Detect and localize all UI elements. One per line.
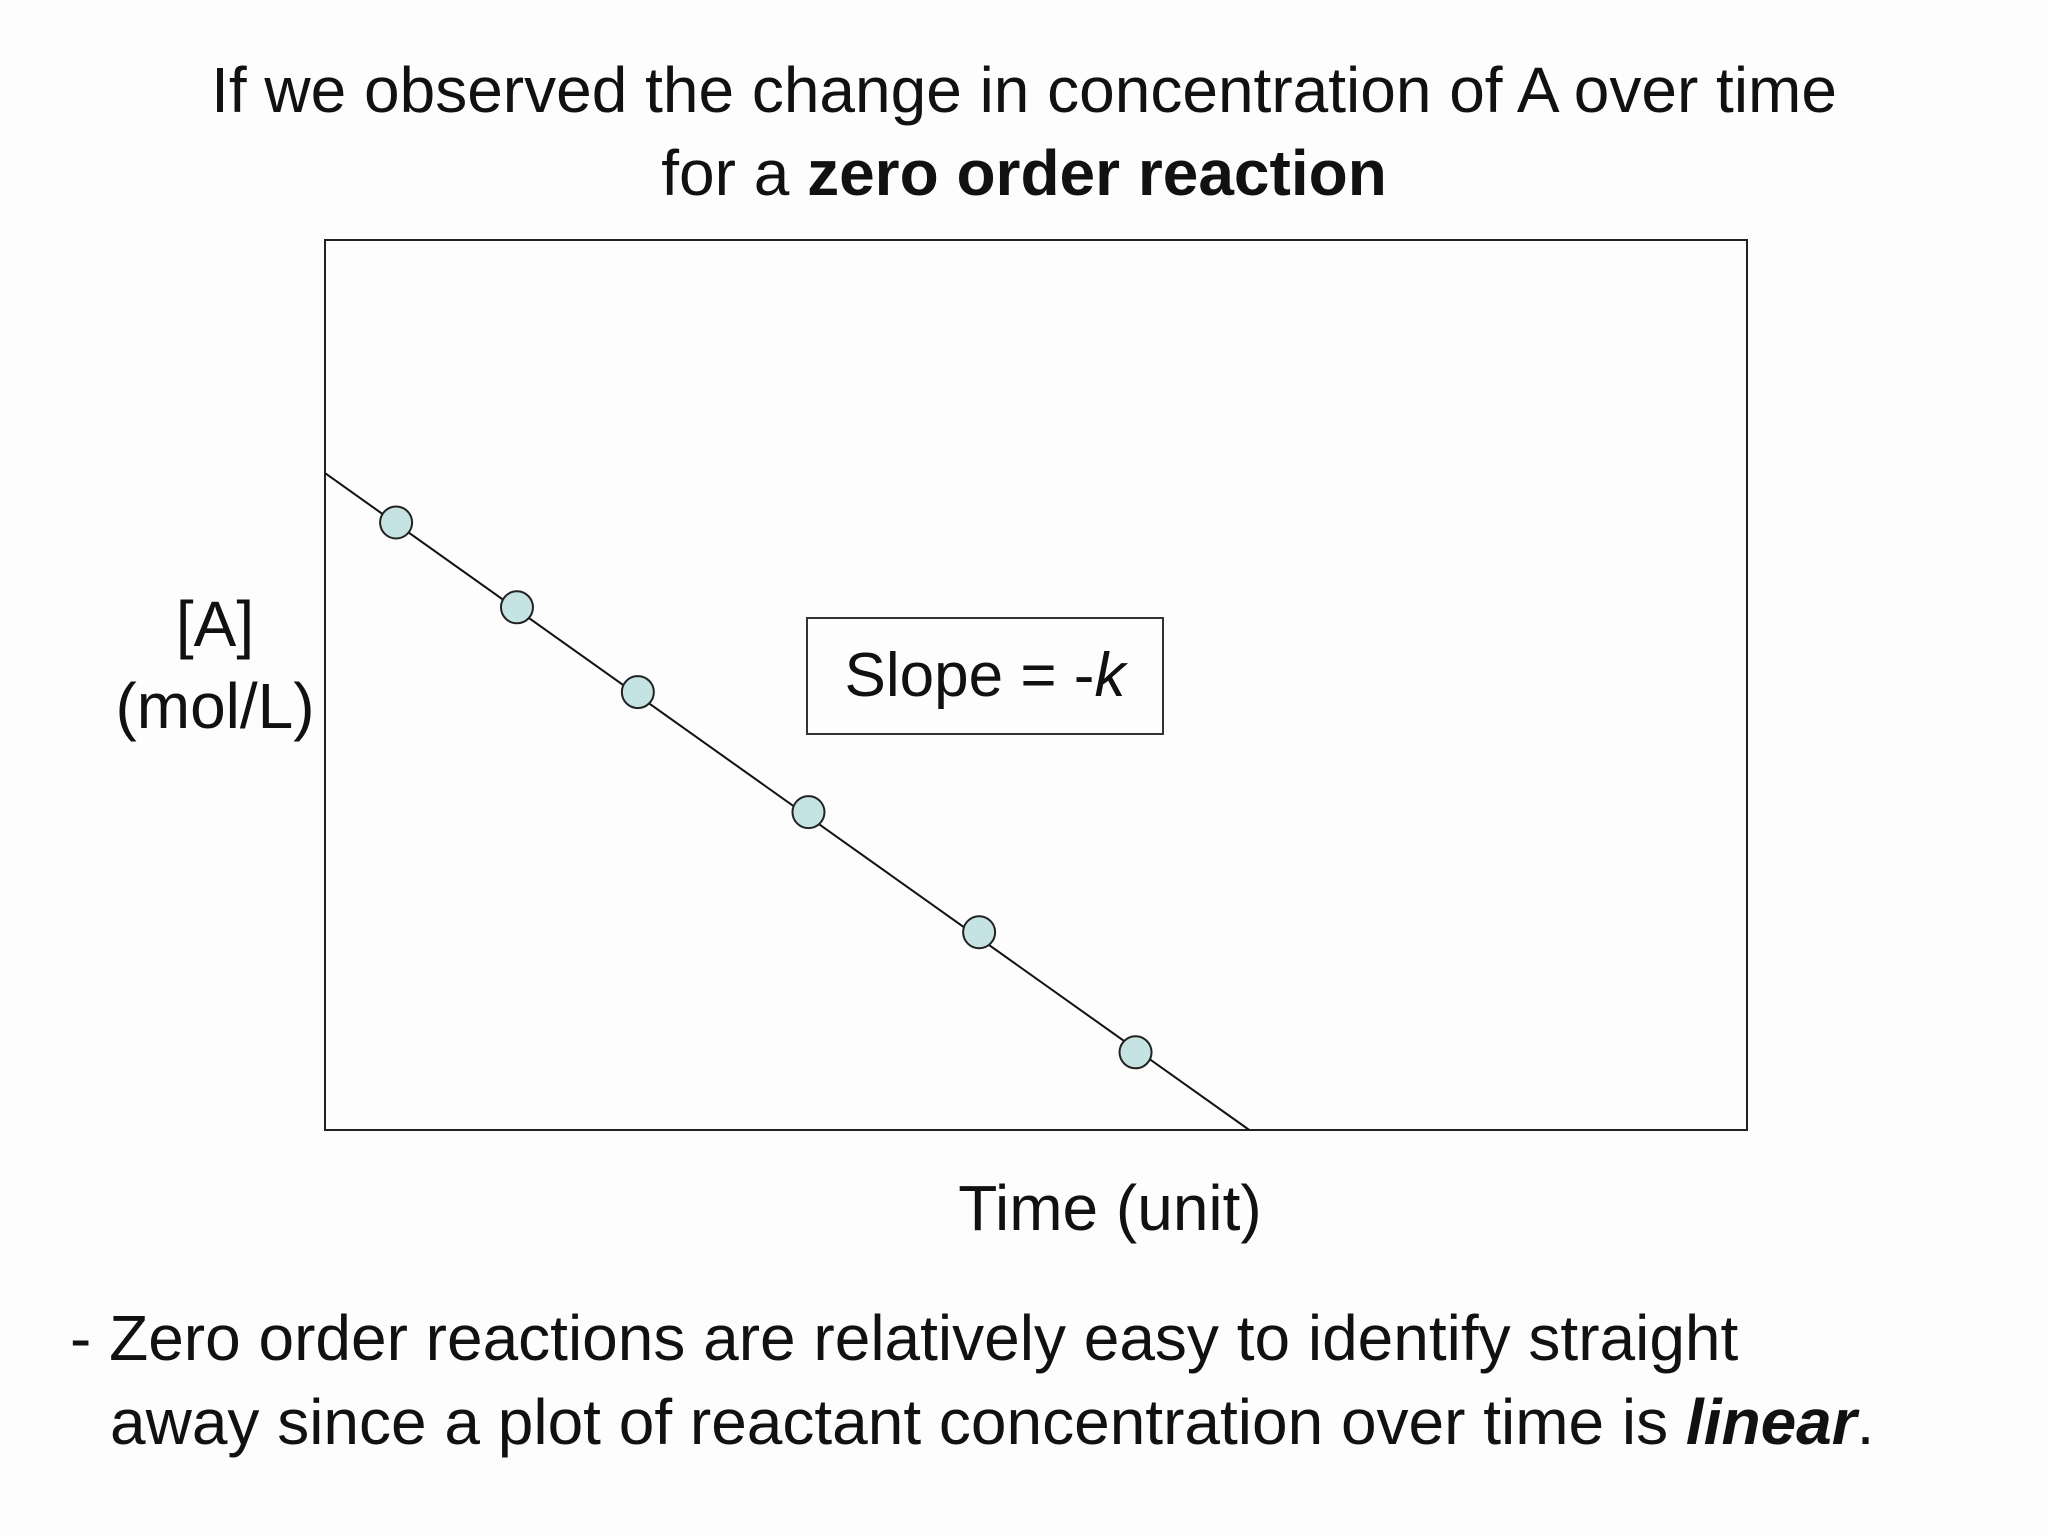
data-point-3: [620, 675, 655, 710]
title-line-2-bold: zero order reaction: [807, 137, 1387, 209]
note-line-2: away since a plot of reactant concentrat…: [110, 1382, 1874, 1462]
note-line-2-prefix: away since a plot of reactant concentrat…: [110, 1386, 1686, 1458]
y-axis-label-line-1: [A]: [175, 588, 255, 660]
plot-area-frame: [324, 239, 1748, 1131]
data-point-1: [379, 505, 414, 540]
note-line-1: - Zero order reactions are relatively ea…: [70, 1302, 1739, 1374]
slope-annotation-prefix: Slope = -: [844, 641, 1095, 710]
slope-annotation-k: k: [1094, 641, 1126, 710]
slope-annotation: Slope = -k: [806, 617, 1164, 735]
trend-line: [324, 472, 1250, 1131]
data-point-5: [962, 915, 997, 950]
data-point-2: [499, 590, 534, 625]
note-line-2-linear: linear: [1685, 1386, 1857, 1458]
title-line-2-prefix: for a: [661, 137, 808, 209]
data-point-4: [791, 795, 826, 830]
chart-title-line-2: for a zero order reaction: [0, 133, 2048, 213]
chart-title-line-1: If we observed the change in concentrati…: [211, 54, 1837, 126]
note-line-2-suffix: .: [1856, 1386, 1875, 1458]
x-axis-label: Time (unit): [958, 1172, 1262, 1244]
data-point-6: [1118, 1035, 1153, 1070]
y-axis-label-line-2: (mol/L): [115, 670, 315, 742]
